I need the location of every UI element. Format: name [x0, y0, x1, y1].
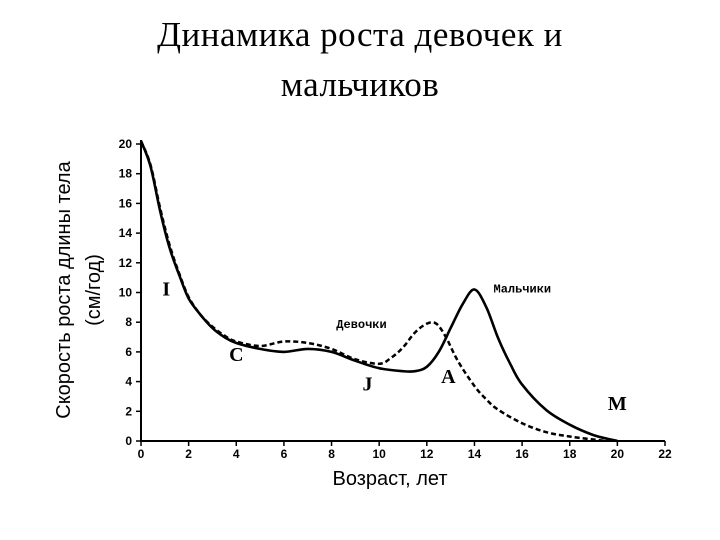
phase-label: A [441, 366, 456, 388]
phase-label: M [608, 393, 627, 415]
x-tick-label: 8 [328, 447, 335, 461]
chart-curves [139, 140, 618, 443]
y-tick-label: 16 [119, 196, 133, 210]
x-tick-label: 2 [185, 447, 192, 461]
x-tick-label: 16 [515, 447, 529, 461]
x-tick-label: 22 [658, 447, 672, 461]
slide-title-line-2: мальчиков [280, 65, 440, 104]
x-tick-label: 10 [373, 447, 387, 461]
y-tick-label: 8 [125, 315, 132, 329]
x-tick-label: 18 [563, 447, 577, 461]
y-tick-label: 10 [119, 286, 133, 300]
phase-label: C [229, 344, 243, 366]
x-axis-title: Возраст, лет [333, 468, 448, 490]
y-tick-label: 6 [125, 345, 132, 359]
y-tick-label: 20 [119, 137, 133, 151]
slide-title-line-1: Динамика роста девочек и [157, 15, 563, 54]
series-label: Девочки [336, 318, 386, 332]
x-tick-label: 4 [233, 447, 240, 461]
chart-annotations: I C J A M Девочки Мальчики [162, 278, 626, 414]
x-tick-label: 12 [420, 447, 434, 461]
x-tick-label: 20 [611, 447, 625, 461]
y-tick-label: 2 [125, 404, 132, 418]
phase-label: I [162, 278, 170, 300]
y-tick-label: 14 [119, 226, 133, 240]
x-tick-label: 6 [281, 447, 288, 461]
series-line-girls [139, 140, 606, 443]
y-axis-title-line-1: Скорость роста длины тела [53, 160, 75, 418]
y-tick-label: 0 [125, 434, 132, 448]
y-tick-label: 4 [125, 375, 132, 389]
series-label: Мальчики [494, 283, 552, 297]
phase-label: J [363, 374, 373, 396]
x-tick-label: 0 [138, 447, 145, 461]
x-tick-label: 14 [468, 447, 482, 461]
chart-ticks: 0 2 4 6 8 10 12 14 16 18 20 22 0 2 4 6 8 10 12 14 16 18 20 [119, 137, 672, 461]
y-tick-label: 12 [119, 256, 133, 270]
chart-axes [140, 140, 665, 442]
y-tick-label: 18 [119, 167, 133, 181]
slide-title: Динамика роста девочек и мальчиков [110, 10, 610, 110]
y-axis-title-line-2: (см/год) [83, 254, 105, 326]
